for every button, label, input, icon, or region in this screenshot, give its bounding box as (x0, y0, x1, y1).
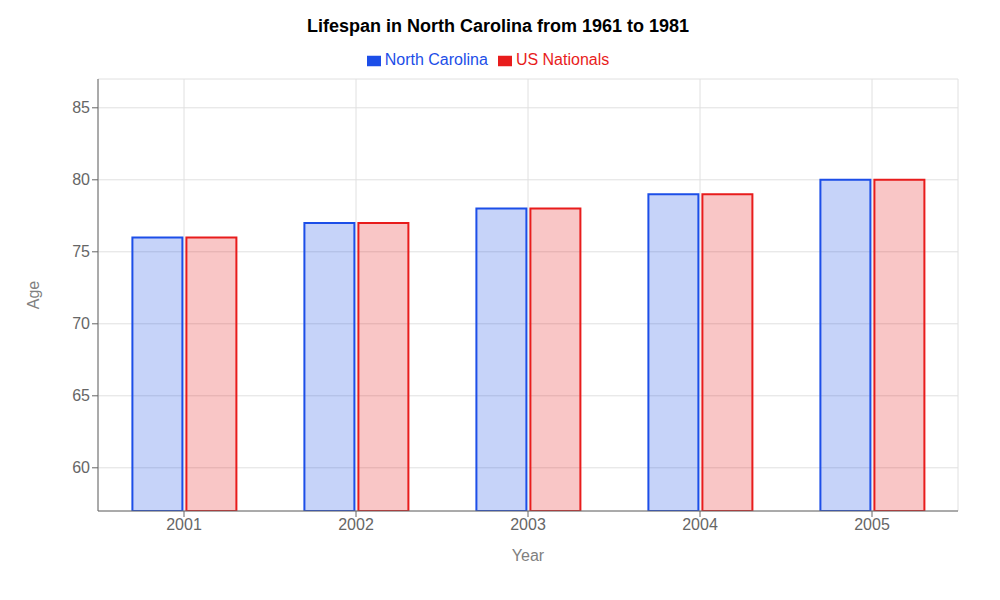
html-text:North Carolina: North Carolina (384, 51, 488, 68)
svg-text:2005: 2005 (854, 516, 890, 533)
svg-text:2004: 2004 (682, 516, 718, 533)
svg-text:80: 80 (72, 171, 90, 188)
svg-text:2001: 2001 (166, 516, 202, 533)
svg-text:65: 65 (72, 387, 90, 404)
svg-text:75: 75 (72, 243, 90, 260)
html-text:US Nationals: US Nationals (515, 51, 610, 68)
svg-text:70: 70 (72, 315, 90, 332)
html-text:Lifespan in North Carolina fro: Lifespan in North Carolina from 1961 to … (306, 16, 689, 36)
svg-text:Age: Age (25, 281, 42, 310)
svg-text:85: 85 (72, 99, 90, 116)
svg-text:60: 60 (72, 459, 90, 476)
svg-text:2002: 2002 (338, 516, 374, 533)
svg-text:Year: Year (512, 547, 545, 564)
svg-text:2003: 2003 (510, 516, 546, 533)
